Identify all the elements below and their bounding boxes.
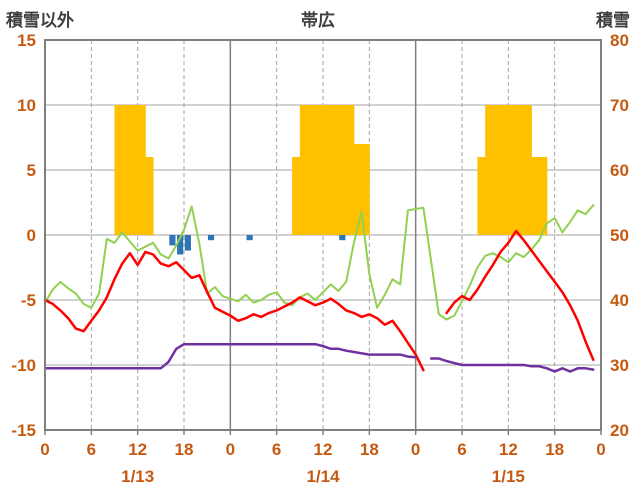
day-labels: 1/13 1/14 1/15	[121, 467, 525, 486]
svg-text:20: 20	[610, 421, 629, 440]
svg-text:10: 10	[17, 96, 36, 115]
svg-text:6: 6	[457, 440, 466, 459]
svg-text:80: 80	[610, 31, 629, 50]
svg-text:0: 0	[411, 440, 420, 459]
svg-text:1/15: 1/15	[492, 467, 525, 486]
svg-text:0: 0	[596, 440, 605, 459]
right-axis-labels: 80 70 60 50 40 30 20	[610, 31, 629, 440]
green-line	[44, 204, 595, 321]
right-axis-title: 積雪	[596, 11, 630, 30]
svg-text:1/13: 1/13	[121, 467, 154, 486]
svg-text:15: 15	[17, 31, 36, 50]
svg-text:18: 18	[360, 440, 379, 459]
svg-text:60: 60	[610, 161, 629, 180]
x-axis-labels: 0 6 12 18 0 6 12 18 0 6 12 18 0	[40, 430, 606, 459]
svg-text:18: 18	[175, 440, 194, 459]
svg-text:12: 12	[314, 440, 333, 459]
left-axis-labels: 15 10 5 0 -5 -10 -15	[11, 31, 36, 440]
svg-text:6: 6	[87, 440, 96, 459]
svg-text:0: 0	[226, 440, 235, 459]
svg-text:5: 5	[27, 161, 36, 180]
svg-text:6: 6	[272, 440, 281, 459]
left-axis-title: 積雪以外	[6, 11, 74, 30]
temperature-line	[43, 229, 595, 372]
chart-title: 帯広	[301, 11, 335, 30]
svg-text:50: 50	[610, 226, 629, 245]
svg-text:-15: -15	[11, 421, 36, 440]
sunshine-bars	[114, 105, 548, 235]
svg-text:70: 70	[610, 96, 629, 115]
precipitation-bars	[169, 235, 346, 255]
svg-text:0: 0	[40, 440, 49, 459]
svg-text:0: 0	[27, 226, 36, 245]
svg-text:30: 30	[610, 356, 629, 375]
svg-text:40: 40	[610, 291, 629, 310]
svg-text:12: 12	[499, 440, 518, 459]
svg-text:18: 18	[545, 440, 564, 459]
svg-text:-10: -10	[11, 356, 36, 375]
svg-text:1/14: 1/14	[306, 467, 340, 486]
svg-text:12: 12	[128, 440, 147, 459]
svg-text:-5: -5	[21, 291, 36, 310]
snow-depth-line	[43, 342, 595, 373]
